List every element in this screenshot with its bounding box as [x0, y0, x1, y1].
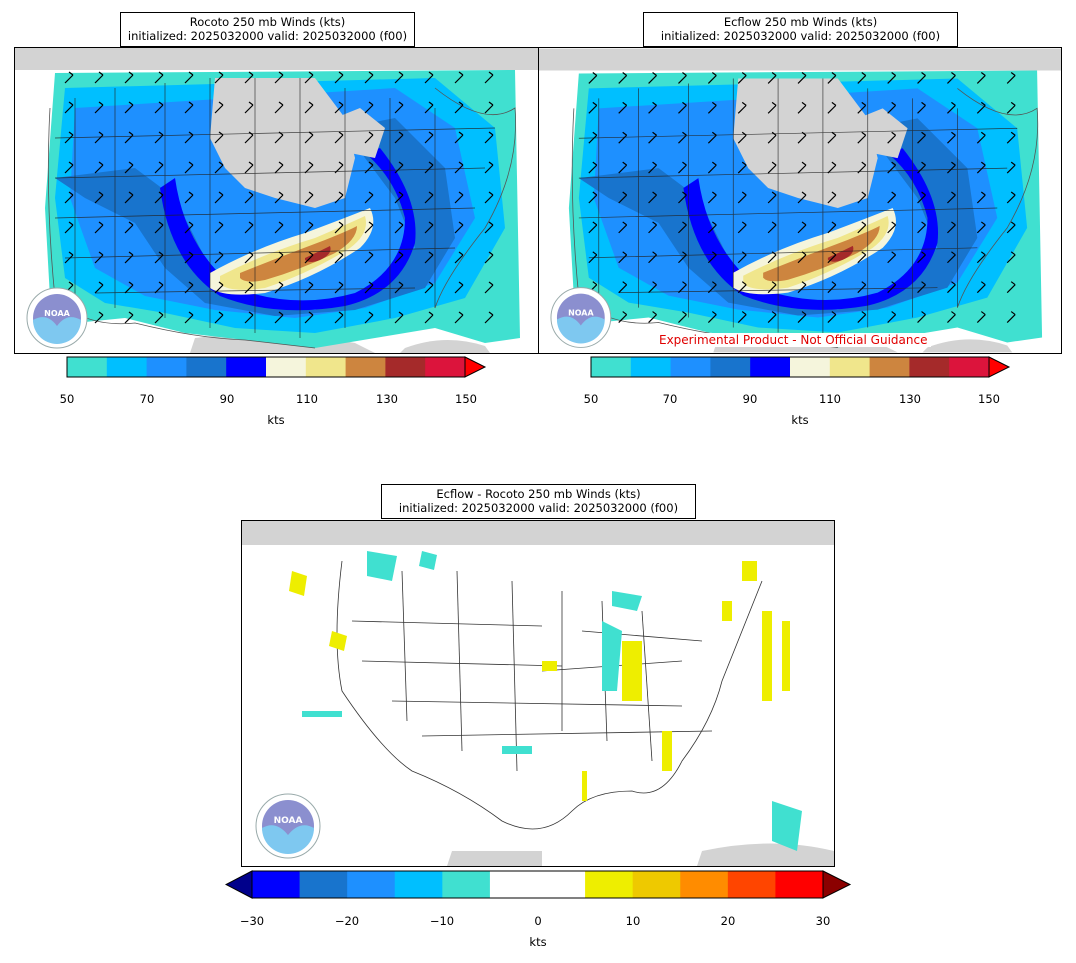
- colorbar-extend-high: [822, 870, 852, 899]
- colorbar-segment: [385, 357, 426, 377]
- ecflow-title: Ecflow 250 mb Winds (kts) initialized: 2…: [643, 12, 958, 47]
- rocoto-colorbar-unit: kts: [267, 413, 285, 427]
- diff-colorbar-unit: kts: [529, 935, 547, 949]
- rocoto-tick-4: 130: [376, 392, 398, 406]
- colorbar-segment: [489, 871, 538, 898]
- ecflow-colorbar: [590, 356, 1012, 378]
- colorbar-segment: [347, 871, 396, 898]
- colorbar-segment: [710, 357, 751, 377]
- rocoto-tick-2: 90: [219, 392, 235, 406]
- diff-title-line2: initialized: 2025032000 valid: 202503200…: [398, 501, 679, 515]
- diff-tick-1: −20: [334, 914, 360, 928]
- colorbar-frame: [590, 356, 990, 378]
- diff-tick-5: 20: [720, 914, 736, 928]
- colorbar-segment: [869, 357, 910, 377]
- noaa-logo-icon: NOAA: [255, 793, 321, 859]
- experimental-note: Experimental Product - Not Official Guid…: [655, 333, 932, 347]
- diff-tick-2: −10: [429, 914, 455, 928]
- land-outside-domain: [15, 48, 539, 70]
- ecflow-tick-2: 90: [742, 392, 758, 406]
- colorbar-segment: [67, 357, 108, 377]
- colorbar-segment: [585, 871, 634, 898]
- rocoto-title-line1: Rocoto 250 mb Winds (kts): [189, 15, 346, 29]
- diff-tick-3: 0: [534, 914, 542, 928]
- colorbar-frame: [66, 356, 466, 378]
- ecflow-colorbar-svg: [590, 356, 1011, 378]
- ecflow-tick-4: 130: [899, 392, 921, 406]
- rocoto-tick-3: 110: [296, 392, 318, 406]
- colorbar-segment: [442, 871, 491, 898]
- diff-map: NOAA: [241, 520, 835, 867]
- ecflow-colorbar-unit: kts: [791, 413, 809, 427]
- colorbar-segment: [266, 357, 307, 377]
- colorbar-segment: [106, 357, 148, 377]
- colorbar-segment: [949, 357, 990, 377]
- colorbar-segment: [345, 357, 386, 377]
- diff-title-line1: Ecflow - Rocoto 250 mb Winds (kts): [436, 487, 641, 501]
- rocoto-map: NOAA: [14, 47, 540, 354]
- rocoto-title: Rocoto 250 mb Winds (kts) initialized: 2…: [120, 12, 415, 47]
- colorbar-segment: [591, 357, 632, 377]
- ecflow-tick-0: 50: [583, 392, 599, 406]
- rocoto-tick-0: 50: [59, 392, 75, 406]
- ecflow-map: NOAA: [538, 47, 1062, 354]
- colorbar-segment: [630, 357, 672, 377]
- rocoto-map-canvas: NOAA: [15, 48, 539, 353]
- diff-speckles: [289, 551, 802, 851]
- ecflow-map-canvas: NOAA: [539, 48, 1061, 353]
- colorbar-segment: [394, 871, 443, 898]
- rocoto-tick-1: 70: [139, 392, 155, 406]
- colorbar-extend-high: [988, 356, 1011, 378]
- diff-tick-4: 10: [625, 914, 641, 928]
- ecflow-tick-5: 150: [978, 392, 1000, 406]
- diff-colorbar-svg: [224, 870, 852, 899]
- colorbar-segment: [226, 357, 267, 377]
- colorbar-extend-high: [464, 356, 487, 378]
- colorbar-segment: [146, 357, 187, 377]
- noaa-logo-text: NOAA: [274, 816, 303, 826]
- rocoto-title-line2: initialized: 2025032000 valid: 202503200…: [127, 29, 408, 43]
- noaa-logo-icon: NOAA: [550, 287, 612, 348]
- diff-title: Ecflow - Rocoto 250 mb Winds (kts) initi…: [381, 484, 696, 519]
- colorbar-segment: [909, 357, 950, 377]
- ecflow-title-line1: Ecflow 250 mb Winds (kts): [723, 15, 878, 29]
- ecflow-tick-1: 70: [662, 392, 678, 406]
- diff-colorbar: [224, 870, 852, 899]
- wind-barbs: [64, 71, 494, 324]
- noaa-logo-text: NOAA: [44, 309, 70, 318]
- colorbar-segment: [829, 357, 871, 377]
- colorbar-segment: [186, 357, 227, 377]
- rocoto-colorbar: [66, 356, 488, 378]
- noaa-logo-text: NOAA: [568, 309, 594, 318]
- colorbar-segment: [670, 357, 711, 377]
- colorbar-segment: [252, 871, 301, 898]
- colorbar-segment: [299, 871, 348, 898]
- colorbar-segment: [750, 357, 791, 377]
- rocoto-tick-5: 150: [455, 392, 477, 406]
- colorbar-segment: [537, 871, 586, 898]
- colorbar-segment: [680, 871, 729, 898]
- colorbar-segment: [632, 871, 681, 898]
- diff-map-canvas: NOAA: [242, 521, 834, 866]
- colorbar-segment: [425, 357, 466, 377]
- colorbar-segment: [727, 871, 776, 898]
- diff-tick-0: −30: [239, 914, 265, 928]
- diff-tick-6: 30: [815, 914, 831, 928]
- ecflow-title-line2: initialized: 2025032000 valid: 202503200…: [660, 29, 941, 43]
- colorbar-segment: [305, 357, 347, 377]
- colorbar-frame: [251, 870, 824, 899]
- colorbar-segment: [790, 357, 831, 377]
- rocoto-colorbar-svg: [66, 356, 487, 378]
- noaa-logo-icon: NOAA: [26, 287, 88, 349]
- colorbar-extend-low: [224, 870, 253, 899]
- ecflow-tick-3: 110: [819, 392, 841, 406]
- colorbar-segment: [775, 871, 824, 898]
